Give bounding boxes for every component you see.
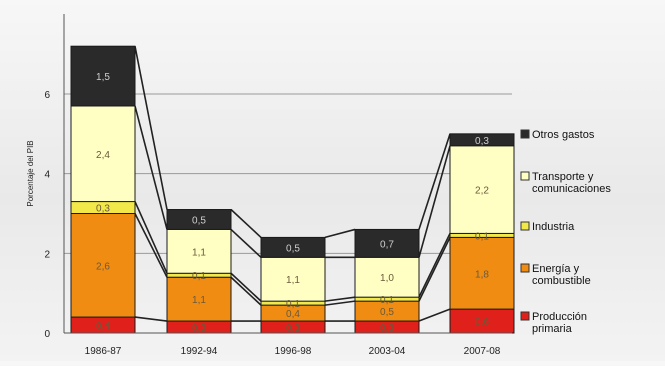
bar-layer: [70, 45, 515, 334]
connector-line: [134, 201, 168, 274]
connector-line: [324, 296, 356, 302]
data-label: 2,4: [96, 150, 110, 161]
y-tick-label: 6: [44, 90, 50, 101]
legend-label: primaria: [532, 323, 573, 335]
data-label: 0,1: [286, 299, 300, 310]
data-label: 1,5: [96, 72, 110, 83]
data-label: 0,5: [286, 243, 300, 254]
connector-line: [418, 308, 451, 322]
legend-swatch: [520, 129, 530, 139]
data-label: 2,6: [96, 261, 110, 272]
data-label: 1,0: [380, 273, 394, 284]
y-tick-label: 0: [44, 329, 50, 340]
bar-segment: [70, 105, 136, 203]
data-label: 0,3: [286, 323, 300, 334]
bar-segment: [449, 133, 515, 147]
data-label: 0,3: [192, 323, 206, 334]
data-label: 1,1: [286, 275, 300, 286]
legend-label: Energía y: [532, 263, 580, 275]
legend-swatch: [520, 311, 530, 321]
data-label: 0,5: [380, 307, 394, 318]
x-tick-label: 2003-04: [369, 346, 406, 357]
bar-segment: [449, 145, 515, 234]
connector-line: [418, 145, 451, 258]
bar-segment: [70, 45, 136, 107]
data-label: 0,4: [96, 321, 110, 332]
connector-line: [324, 300, 356, 306]
legend-label: comunicaciones: [532, 183, 611, 195]
bar-segment: [260, 256, 326, 302]
y-axis-title: Porcentaje del PIB: [26, 140, 35, 206]
connector-line: [324, 228, 356, 239]
bar-segment: [354, 228, 420, 258]
legend-label: combustible: [532, 275, 591, 287]
data-label: 0,3: [380, 323, 394, 334]
x-tick-label: 1992-94: [181, 346, 218, 357]
data-label: 0,6: [475, 317, 489, 328]
legend-label: Industria: [532, 221, 575, 233]
data-label: 0,5: [192, 215, 206, 226]
connector-line: [134, 316, 168, 322]
y-tick-label: 4: [44, 170, 50, 181]
x-tick-label: 1986-87: [85, 346, 122, 357]
data-label: 0,7: [380, 239, 394, 250]
legend-swatch: [520, 221, 530, 231]
connector-line: [230, 272, 262, 302]
connector-line: [418, 133, 451, 230]
label-layer: 0,42,60,32,41,50,31,10,11,10,50,30,40,11…: [96, 72, 489, 334]
data-label: 1,8: [475, 269, 489, 280]
data-label: 0,3: [475, 136, 489, 147]
bar-segment: [166, 276, 232, 322]
data-label: 0,1: [192, 271, 206, 282]
connector-layer: [134, 46, 451, 322]
bar-segment: [354, 256, 420, 298]
axis-layer: 0 2 4 6 Porcentaje del PIB 1986-87 1992-94 1996…: [26, 14, 512, 357]
data-label: 1,1: [192, 247, 206, 258]
connector-line: [134, 46, 168, 210]
data-label: 0,4: [286, 309, 300, 320]
legend-swatch: [520, 171, 530, 181]
connector-line: [134, 213, 168, 278]
connector-line: [230, 276, 262, 306]
connector-line: [134, 105, 168, 230]
connector-line: [418, 233, 451, 298]
legend-label: Otros gastos: [532, 129, 595, 141]
data-label: 2,2: [475, 186, 489, 197]
bar-segment: [449, 236, 515, 310]
data-label: 1,1: [192, 295, 206, 306]
connector-line: [418, 237, 451, 302]
legend-swatch: [520, 263, 530, 273]
bar-segment: [260, 236, 326, 258]
bar-segment: [70, 213, 136, 318]
legend-label: Transporte y: [532, 171, 594, 183]
data-label: 0,3: [96, 204, 110, 215]
data-label: 0,1: [475, 231, 489, 242]
connector-line: [230, 228, 262, 258]
connector-line: [230, 208, 262, 238]
y-tick-label: 2: [44, 249, 50, 260]
x-tick-label: 1996-98: [275, 346, 312, 357]
legend-label: Producción: [532, 311, 587, 323]
x-tick-label: 2007-08: [464, 346, 501, 357]
data-label: 0,1: [380, 295, 394, 306]
bar-segment: [166, 209, 232, 230]
